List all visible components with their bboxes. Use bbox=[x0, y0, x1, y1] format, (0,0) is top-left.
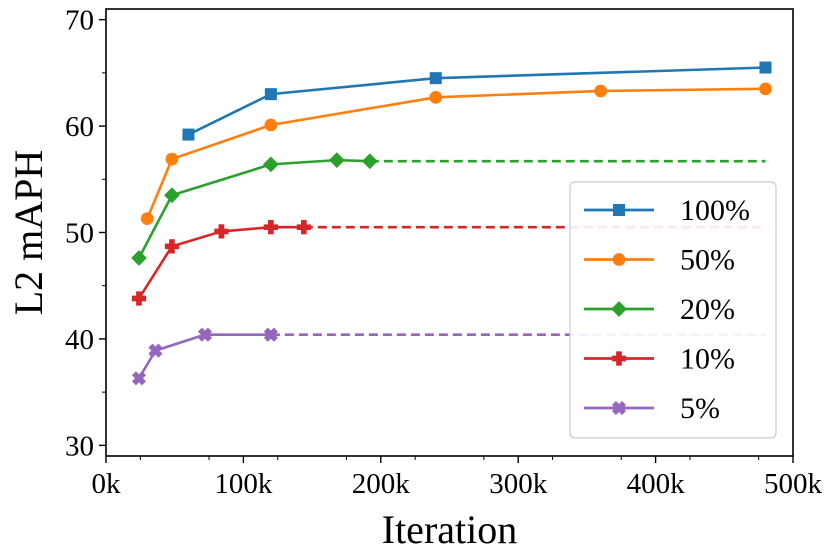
x-tick-label: 300k bbox=[489, 468, 548, 500]
series-line-1 bbox=[146, 87, 766, 220]
x-tick-label: 500k bbox=[764, 468, 823, 500]
data-point bbox=[148, 343, 163, 358]
y-axis-ticks: 30 40 50 60 70 bbox=[65, 5, 106, 462]
data-point bbox=[182, 128, 195, 141]
y-tick-label: 70 bbox=[65, 5, 94, 37]
legend-item: 100% bbox=[584, 194, 750, 227]
data-point bbox=[165, 152, 179, 166]
x-axis-title: Iteration bbox=[382, 507, 518, 552]
data-point bbox=[328, 152, 345, 169]
legend-label: 50% bbox=[680, 244, 735, 277]
legend-marker bbox=[612, 253, 626, 266]
data-point bbox=[263, 220, 279, 235]
legend-label: 20% bbox=[680, 293, 735, 326]
legend: 100% 50% 20% 10% 5% bbox=[569, 181, 777, 439]
data-point bbox=[214, 224, 229, 239]
data-point bbox=[131, 250, 147, 266]
legend-marker bbox=[611, 400, 627, 416]
y-tick-label: 40 bbox=[65, 324, 94, 356]
data-point bbox=[197, 327, 212, 342]
x-tick-label: 100k bbox=[214, 468, 273, 500]
data-point bbox=[264, 88, 277, 101]
y-axis-title: L2 mAPH bbox=[6, 150, 51, 316]
legend-items: 100% 50% 20% 10% 5% bbox=[584, 194, 750, 425]
data-point bbox=[131, 291, 147, 306]
x-tick-label: 0k bbox=[92, 468, 122, 500]
data-point bbox=[164, 239, 180, 254]
legend-marker bbox=[613, 204, 625, 216]
legend-item: 20% bbox=[584, 293, 735, 326]
data-point bbox=[594, 84, 608, 98]
data-point bbox=[131, 371, 147, 386]
legend-label: 10% bbox=[680, 343, 735, 376]
series-line-0 bbox=[187, 66, 766, 136]
y-tick-label: 30 bbox=[65, 430, 94, 462]
data-point bbox=[429, 90, 443, 104]
series-line-4 bbox=[137, 333, 271, 379]
data-point bbox=[361, 153, 378, 170]
x-tick-label: 200k bbox=[352, 468, 411, 500]
data-point bbox=[263, 327, 278, 342]
legend-item: 50% bbox=[584, 244, 735, 277]
legend-label: 5% bbox=[680, 392, 720, 425]
y-tick-label: 50 bbox=[65, 218, 94, 250]
data-point bbox=[759, 61, 772, 74]
y-tick-label: 60 bbox=[65, 111, 94, 143]
legend-item: 5% bbox=[584, 392, 720, 425]
legend-marker bbox=[611, 301, 627, 317]
legend-label: 100% bbox=[680, 194, 750, 227]
data-point bbox=[263, 156, 279, 173]
legend-item: 10% bbox=[584, 343, 735, 376]
data-point bbox=[264, 118, 278, 132]
legend-marker bbox=[611, 351, 627, 366]
data-point bbox=[429, 72, 442, 85]
series-markers bbox=[131, 61, 772, 386]
legend-box bbox=[569, 181, 777, 439]
x-tick-label: 400k bbox=[627, 468, 686, 500]
data-point bbox=[140, 212, 154, 226]
data-point bbox=[759, 82, 772, 96]
x-axis-ticks: 0k 100k 200k 300k 400k 500k bbox=[92, 456, 823, 500]
data-point bbox=[296, 220, 311, 235]
data-point bbox=[164, 187, 180, 204]
